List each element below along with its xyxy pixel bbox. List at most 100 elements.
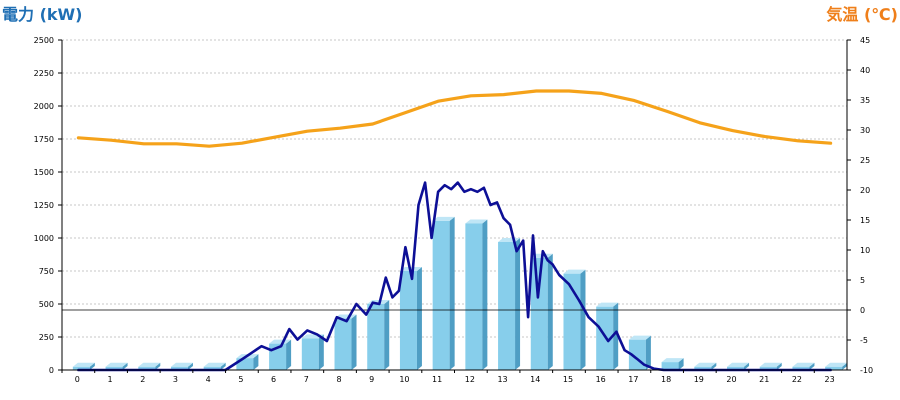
bar-front	[72, 366, 90, 370]
bar-21	[759, 362, 782, 370]
x-tick-label-14: 14	[530, 375, 540, 384]
bar-19	[694, 362, 717, 370]
bar-side	[842, 362, 848, 370]
left-tick-label-2250: 2250	[34, 69, 54, 78]
bar-7	[301, 334, 324, 370]
bar-front	[759, 366, 777, 370]
bar-top	[563, 269, 586, 274]
temperature-line	[76, 89, 833, 148]
x-tick-label-0: 0	[75, 375, 80, 384]
bar-side	[809, 362, 815, 370]
bar-top	[661, 358, 684, 363]
bar-12	[465, 219, 488, 370]
x-tick-label-8: 8	[336, 375, 341, 384]
x-axis-ticks: 0 1 2 3 4 5 6 7 8 9 10 11 12 13 14 15 16 17 18 19 20 21 22 23	[61, 370, 835, 384]
left-tick-label-1750: 1750	[34, 135, 54, 144]
bar-13	[498, 237, 521, 370]
bar-1	[105, 362, 128, 370]
power-line-series	[77, 181, 832, 372]
bar-10	[399, 267, 422, 370]
bar-side	[776, 362, 782, 370]
bar-front	[236, 358, 254, 370]
x-tick-label-4: 4	[206, 375, 211, 384]
x-tick-label-10: 10	[399, 375, 409, 384]
x-tick-label-16: 16	[596, 375, 606, 384]
bar-front	[334, 318, 352, 370]
bar-top	[596, 302, 619, 307]
bar-side	[711, 362, 717, 370]
bar-top	[72, 362, 95, 367]
right-tick-label-35: 35	[860, 96, 870, 105]
bar-20	[727, 362, 750, 370]
x-tick-label-2: 2	[140, 375, 145, 384]
bar-side	[613, 302, 619, 370]
bar-top	[105, 362, 128, 367]
bar-top	[465, 219, 488, 224]
bar-2	[138, 362, 161, 370]
x-tick-label-12: 12	[465, 375, 475, 384]
bar-front	[301, 338, 319, 370]
bar-front	[432, 220, 450, 370]
x-tick-label-21: 21	[759, 375, 769, 384]
left-tick-label-500: 500	[39, 300, 54, 309]
bar-side	[318, 334, 324, 370]
bar-side	[351, 314, 357, 370]
right-tick-label-10: 10	[860, 246, 870, 255]
bar-side	[155, 362, 161, 370]
right-axis-ticks: -10 -5 0 5 10 15 20 25 30 35 40 45	[847, 36, 873, 375]
right-tick-label-45: 45	[860, 36, 870, 45]
x-tick-label-9: 9	[369, 375, 374, 384]
bar-top	[694, 362, 717, 367]
bar-side	[416, 267, 422, 370]
x-tick-label-3: 3	[173, 375, 178, 384]
bar-side	[580, 269, 586, 370]
left-axis-ticks: 0 250 500 750 1000 1250 1500 1750 2000 2250 2500	[34, 36, 62, 375]
left-tick-label-2000: 2000	[34, 102, 54, 111]
left-axis-title: 電力 (kW)	[2, 5, 83, 24]
left-tick-label-1250: 1250	[34, 201, 54, 210]
power-line	[77, 181, 832, 372]
bar-16	[596, 302, 619, 370]
bar-side	[89, 362, 95, 370]
right-tick-label-20: 20	[860, 186, 870, 195]
bar-3	[170, 362, 193, 370]
right-tick-label--10: -10	[860, 366, 873, 375]
bar-front	[792, 366, 810, 370]
bar-0	[72, 362, 95, 370]
x-tick-label-18: 18	[661, 375, 671, 384]
bar-top	[759, 362, 782, 367]
x-tick-label-1: 1	[108, 375, 113, 384]
bar-11	[432, 216, 455, 370]
right-tick-label-30: 30	[860, 126, 870, 135]
bar-top	[269, 339, 292, 344]
x-tick-label-23: 23	[825, 375, 835, 384]
bar-9	[367, 300, 390, 370]
right-tick-label--5: -5	[860, 336, 868, 345]
bar-23	[825, 362, 848, 370]
right-tick-label-0: 0	[860, 306, 865, 315]
bar-side	[122, 362, 128, 370]
left-tick-label-750: 750	[39, 267, 54, 276]
bar-top	[170, 362, 193, 367]
x-tick-label-17: 17	[628, 375, 638, 384]
bar-side	[645, 335, 651, 370]
left-tick-label-1500: 1500	[34, 168, 54, 177]
bar-front	[825, 366, 843, 370]
left-tick-label-2500: 2500	[34, 36, 54, 45]
bar-side	[384, 300, 390, 370]
bar-front	[661, 362, 679, 370]
bar-side	[482, 219, 488, 370]
bar-front	[105, 366, 123, 370]
power-bars	[72, 216, 848, 370]
x-tick-label-22: 22	[792, 375, 802, 384]
x-tick-label-11: 11	[432, 375, 442, 384]
x-tick-label-15: 15	[563, 375, 573, 384]
bar-side	[744, 362, 750, 370]
bar-front	[465, 223, 483, 370]
bar-side	[515, 237, 521, 370]
bar-front	[596, 306, 614, 370]
left-tick-label-1000: 1000	[34, 234, 54, 243]
right-tick-label-5: 5	[860, 276, 865, 285]
bar-14	[530, 253, 553, 370]
